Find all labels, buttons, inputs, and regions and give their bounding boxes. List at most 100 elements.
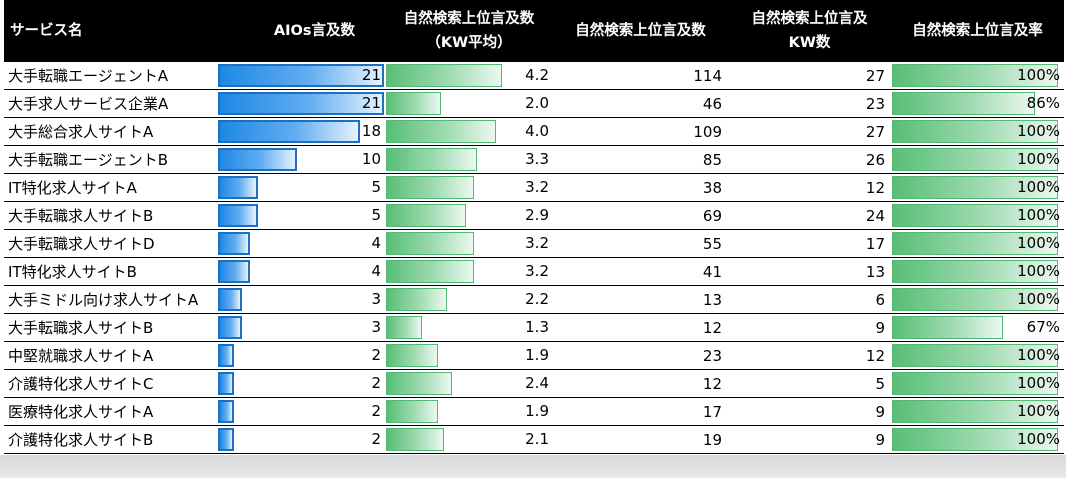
aios-cell[interactable]: 18 [217,117,385,146]
organic-avg-cell[interactable]: 1.3 [385,313,553,342]
organic-kw-cell[interactable]: 5 [728,369,891,398]
organic-count-cell[interactable]: 12 [553,313,728,342]
header-organic-kw-count-line1: 自然検索上位言及 [751,11,868,27]
service-name-cell[interactable]: IT特化求人サイトB [4,257,217,286]
aios-cell[interactable]: 2 [217,397,385,426]
organic-avg-cell[interactable]: 2.4 [385,369,553,398]
organic-rate-cell[interactable]: 100% [891,173,1064,202]
organic-avg-cell[interactable]: 3.3 [385,145,553,174]
organic-kw-cell[interactable]: 23 [728,89,891,118]
aios-cell[interactable]: 21 [217,89,385,118]
aios-cell[interactable]: 2 [217,369,385,398]
organic-count-cell[interactable]: 23 [553,341,728,370]
aios-cell[interactable]: 3 [217,313,385,342]
organic-rate-cell[interactable]: 100% [891,397,1064,426]
organic-avg-value: 1.9 [525,402,549,420]
header-organic-mention-rate[interactable]: 自然検索上位言及率 [891,0,1064,62]
organic-avg-cell[interactable]: 3.2 [385,173,553,202]
organic-count-cell[interactable]: 109 [553,117,728,146]
aios-cell[interactable]: 2 [217,425,385,454]
header-organic-mentions-count[interactable]: 自然検索上位言及数 [553,0,728,62]
organic-kw-cell[interactable]: 12 [728,173,891,202]
organic-kw-cell[interactable]: 12 [728,341,891,370]
organic-kw-cell[interactable]: 9 [728,425,891,454]
organic-rate-cell[interactable]: 100% [891,341,1064,370]
service-name-cell[interactable]: IT特化求人サイトA [4,173,217,202]
organic-rate-cell[interactable]: 100% [891,285,1064,314]
organic-count-cell[interactable]: 46 [553,89,728,118]
organic-kw-cell[interactable]: 27 [728,62,891,90]
service-name-cell[interactable]: 大手転職エージェントA [4,62,217,90]
organic-rate-data-bar [892,428,1058,451]
organic-kw-cell[interactable]: 26 [728,145,891,174]
organic-avg-cell[interactable]: 2.9 [385,201,553,230]
aios-cell[interactable]: 5 [217,201,385,230]
service-name-cell[interactable]: 介護特化求人サイトB [4,425,217,454]
aios-cell[interactable]: 3 [217,285,385,314]
organic-count-cell[interactable]: 17 [553,397,728,426]
table-row: IT特化求人サイトA 5 3.2 38 12 100% [4,173,1064,202]
aios-cell[interactable]: 4 [217,257,385,286]
organic-rate-cell[interactable]: 100% [891,117,1064,146]
organic-rate-cell[interactable]: 100% [891,229,1064,258]
organic-avg-data-bar [386,316,422,339]
organic-kw-cell[interactable]: 9 [728,397,891,426]
service-name-cell[interactable]: 介護特化求人サイトC [4,369,217,398]
organic-count-cell[interactable]: 13 [553,285,728,314]
organic-rate-cell[interactable]: 100% [891,145,1064,174]
organic-rate-cell[interactable]: 67% [891,313,1064,342]
organic-rate-data-bar [892,204,1058,227]
organic-count-cell[interactable]: 85 [553,145,728,174]
organic-avg-cell[interactable]: 2.1 [385,425,553,454]
aios-value: 2 [371,430,381,448]
organic-rate-cell[interactable]: 100% [891,201,1064,230]
organic-count-cell[interactable]: 41 [553,257,728,286]
organic-avg-cell[interactable]: 4.0 [385,117,553,146]
organic-count-cell[interactable]: 114 [553,62,728,90]
organic-kw-cell[interactable]: 6 [728,285,891,314]
service-name-cell[interactable]: 大手転職求人サイトD [4,229,217,258]
header-organic-mentions-avg[interactable]: 自然検索上位言及数 （KW平均） [385,0,553,62]
organic-rate-cell[interactable]: 100% [891,257,1064,286]
service-name-cell[interactable]: 大手ミドル向け求人サイトA [4,285,217,314]
organic-kw-cell[interactable]: 13 [728,257,891,286]
organic-count-cell[interactable]: 69 [553,201,728,230]
organic-rate-cell[interactable]: 86% [891,89,1064,118]
organic-kw-cell[interactable]: 27 [728,117,891,146]
header-organic-kw-count[interactable]: 自然検索上位言及 KW数 [728,0,891,62]
service-name-cell[interactable]: 大手転職エージェントB [4,145,217,174]
organic-avg-cell[interactable]: 2.0 [385,89,553,118]
organic-rate-cell[interactable]: 100% [891,425,1064,454]
organic-rate-value: 100% [1017,66,1060,84]
organic-count-cell[interactable]: 19 [553,425,728,454]
organic-count-cell[interactable]: 38 [553,173,728,202]
service-name-cell[interactable]: 中堅就職求人サイトA [4,341,217,370]
aios-cell[interactable]: 2 [217,341,385,370]
service-name-cell[interactable]: 大手転職求人サイトB [4,201,217,230]
service-name-cell[interactable]: 医療特化求人サイトA [4,397,217,426]
aios-cell[interactable]: 4 [217,229,385,258]
organic-kw-cell[interactable]: 24 [728,201,891,230]
organic-kw-cell[interactable]: 9 [728,313,891,342]
organic-count-cell[interactable]: 12 [553,369,728,398]
organic-count-cell[interactable]: 55 [553,229,728,258]
aios-cell[interactable]: 5 [217,173,385,202]
aios-cell[interactable]: 10 [217,145,385,174]
organic-avg-cell[interactable]: 4.2 [385,62,553,90]
organic-avg-cell[interactable]: 2.2 [385,285,553,314]
organic-avg-cell[interactable]: 3.2 [385,229,553,258]
organic-rate-value: 100% [1017,122,1060,140]
service-name-cell[interactable]: 大手転職求人サイトB [4,313,217,342]
service-name-cell[interactable]: 大手求人サービス企業A [4,89,217,118]
header-aios-mentions[interactable]: AIOs言及数 [217,0,385,62]
organic-avg-cell[interactable]: 3.2 [385,257,553,286]
organic-rate-cell[interactable]: 100% [891,62,1064,90]
header-service-name[interactable]: サービス名 [4,0,217,62]
organic-kw-cell[interactable]: 17 [728,229,891,258]
organic-avg-cell[interactable]: 1.9 [385,341,553,370]
organic-rate-cell[interactable]: 100% [891,369,1064,398]
aios-cell[interactable]: 21 [217,62,385,90]
organic-avg-cell[interactable]: 1.9 [385,397,553,426]
service-name-cell[interactable]: 大手総合求人サイトA [4,117,217,146]
organic-avg-data-bar [386,92,442,115]
